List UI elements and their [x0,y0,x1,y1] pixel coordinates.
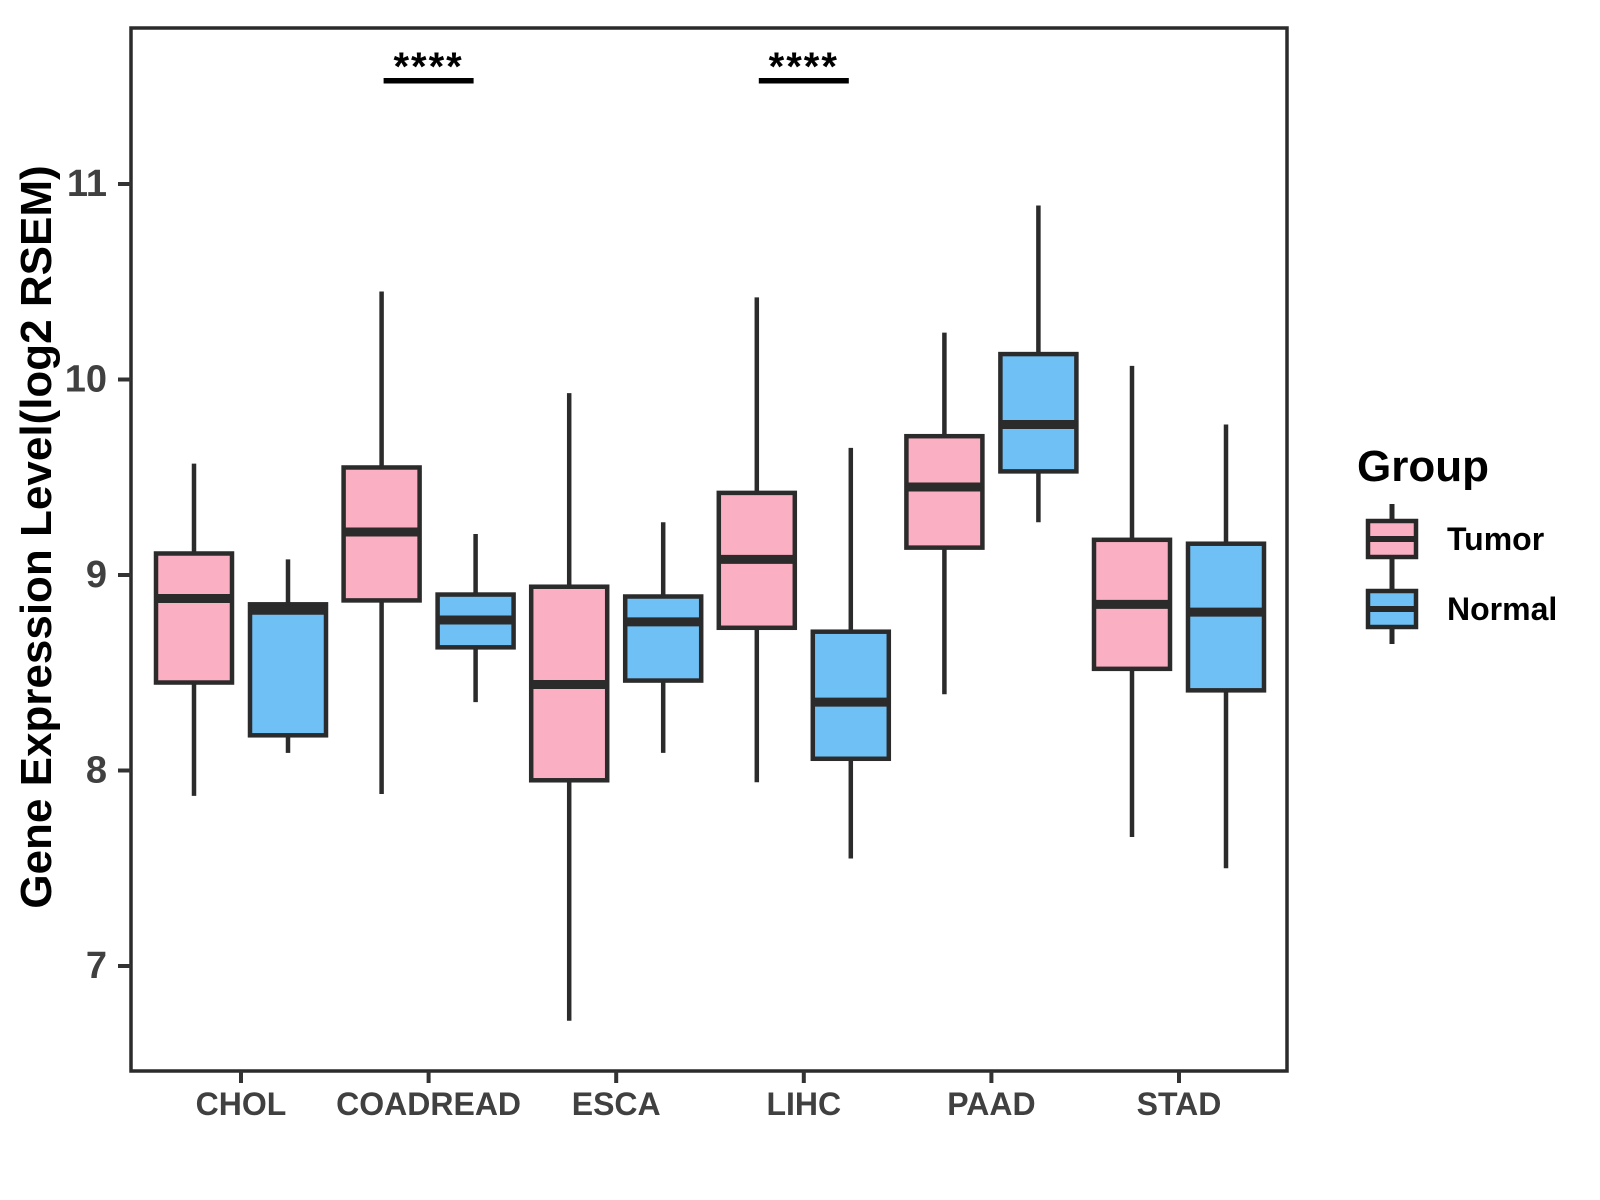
legend-item-tumor: Tumor [1364,504,1592,574]
legend-label-normal: Normal [1447,591,1558,627]
y-tick-label: 7 [86,945,107,987]
box-chol-tumor [153,551,235,685]
y-tick-label: 8 [86,750,107,792]
box-esca-normal [622,594,704,683]
box-paad-tumor [904,433,985,550]
x-tick-label-esca: ESCA [572,1086,661,1122]
box-stad-normal [1185,541,1267,693]
x-tick-label-paad: PAAD [947,1086,1035,1122]
x-tick-label-stad: STAD [1137,1086,1222,1122]
legend-item-normal: Normal [1364,574,1592,644]
legend-label-tumor: Tumor [1447,521,1545,557]
box-paad-normal [998,351,1079,474]
legend: Group Tumor Normal [1322,444,1592,644]
significance-bar-coadread [383,78,474,84]
x-tick-label-coadread: COADREAD [336,1086,521,1122]
x-tick-label-chol: CHOL [196,1086,287,1122]
y-tick-label: 10 [65,359,107,401]
x-tick-label-lihc: LIHC [766,1086,841,1122]
y-tick-label: 11 [67,163,107,205]
significance-bar-lihc [758,78,849,84]
normal-boxplot-key-icon [1365,574,1419,644]
tumor-boxplot-key-icon [1365,504,1419,574]
plot-panel-border [129,26,1289,1073]
y-axis-title: Gene Expression Level(log2 RSEM) [12,165,61,909]
box-lihc-normal [810,629,892,762]
legend-title: Group [1357,442,1489,491]
y-tick-label: 9 [86,554,107,596]
box-chol-normal [247,602,329,738]
